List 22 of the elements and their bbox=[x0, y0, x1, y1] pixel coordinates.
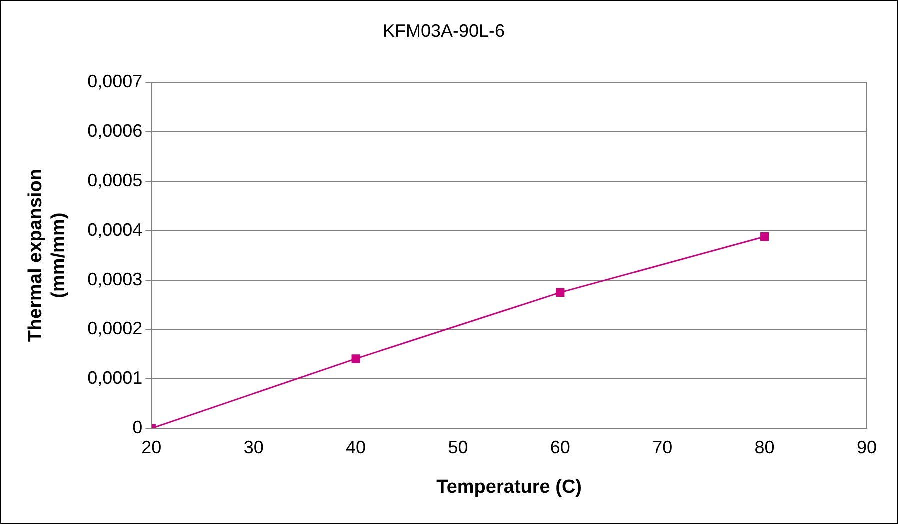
y-tick-label: 0,0001 bbox=[88, 368, 143, 388]
y-tick-label: 0,0006 bbox=[88, 120, 143, 141]
y-tick-label: 0,0002 bbox=[88, 318, 143, 339]
x-tick-label: 80 bbox=[754, 437, 775, 458]
point bbox=[352, 354, 360, 364]
y-tick-label: 0,0005 bbox=[88, 170, 143, 190]
x-tick-label: 30 bbox=[244, 437, 264, 458]
y-axis-title: Thermal expansion (mm/mm) bbox=[26, 169, 70, 342]
y-tick-label: 0,0007 bbox=[88, 72, 143, 92]
x-tick-label: 70 bbox=[652, 437, 673, 458]
x-tick-label: 40 bbox=[346, 437, 366, 458]
point bbox=[760, 232, 770, 242]
x-tick-label: 20 bbox=[142, 437, 162, 458]
chart-title: KFM03A-90L-6 bbox=[382, 20, 506, 41]
y-tick-label: 0,0003 bbox=[88, 269, 143, 290]
point bbox=[556, 288, 565, 297]
x-tick-label: 60 bbox=[550, 437, 570, 458]
y-tick-label: 0,0004 bbox=[88, 220, 143, 240]
x-tick-label: 50 bbox=[448, 437, 468, 458]
x-axis-title: Temperature (C) bbox=[436, 476, 582, 498]
x-tick-label: 90 bbox=[856, 437, 878, 458]
y-tick-label: 0 bbox=[132, 418, 143, 438]
